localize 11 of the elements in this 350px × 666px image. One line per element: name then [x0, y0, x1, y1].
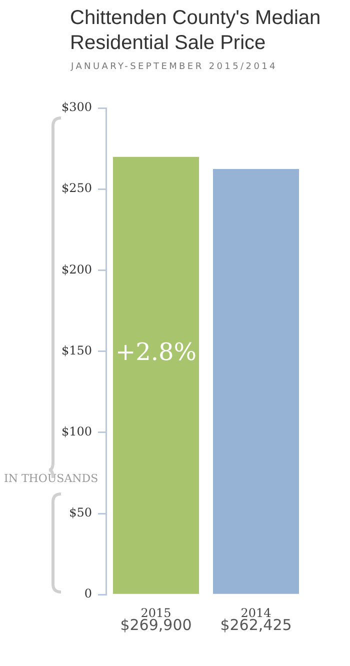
y-tick-label: $100: [61, 424, 92, 439]
chart-title: Chittenden County's Median Residential Sale Price: [70, 6, 322, 56]
annotation: +2.8%: [115, 338, 197, 366]
y-axis-title: IN THOUSANDS: [4, 472, 98, 486]
y-tick-label: $50: [69, 506, 92, 520]
y-tick-label: $200: [61, 262, 92, 276]
y-tick-label: 0: [84, 586, 92, 601]
y-tick-label: $250: [61, 181, 92, 196]
y-tick-label: $300: [61, 100, 92, 114]
y-tick-label: $150: [61, 343, 92, 358]
chart-subtitle: JANUARY-SEPTEMBER 2015/2014: [71, 62, 278, 72]
